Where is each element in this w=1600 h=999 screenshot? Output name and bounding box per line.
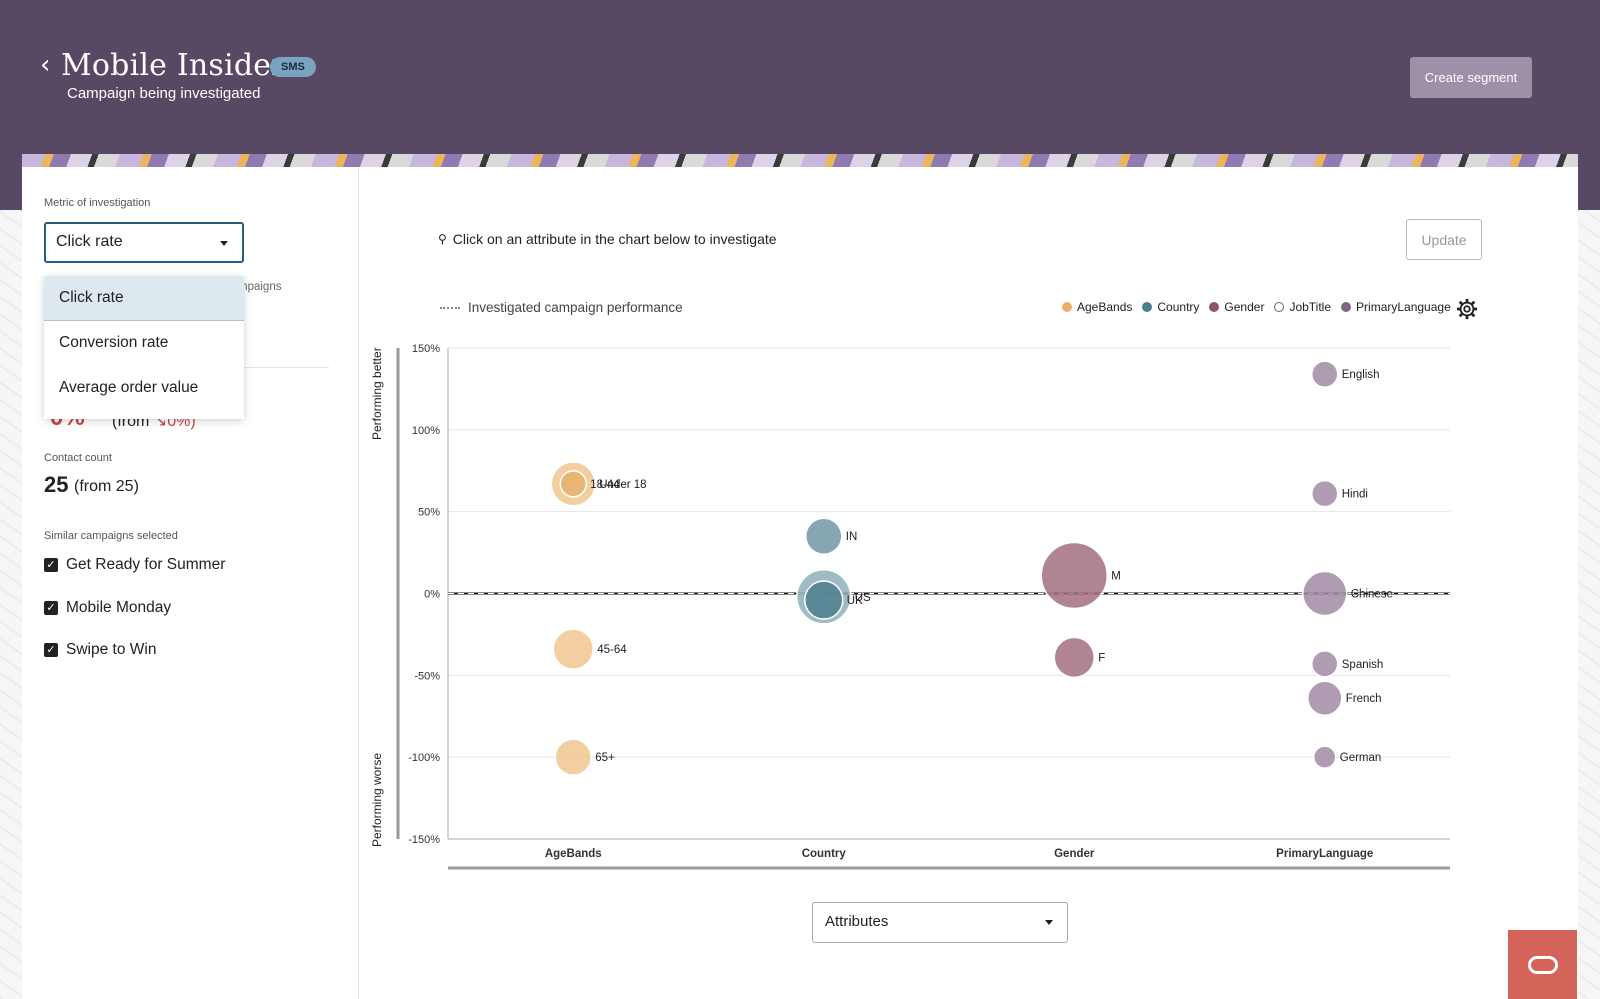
bubble-label: M (1111, 570, 1121, 582)
campaign-name: Swipe to Win (66, 641, 157, 658)
contact-count-value: 25 (44, 472, 69, 497)
y-tick-label: -150% (408, 834, 440, 846)
chart-legend: AgeBands Country Gender JobTitle Primary… (1062, 300, 1451, 314)
y-tick-label: -50% (414, 670, 440, 682)
similar-campaigns-label: Similar campaigns selected (44, 530, 178, 542)
x-tick-label: Country (802, 848, 847, 860)
campaign-checkbox-row[interactable]: ✓ Swipe to Win (44, 641, 156, 659)
bubble-label: French (1346, 693, 1382, 705)
bubble-label: US (855, 592, 871, 604)
legend-swatch (1209, 302, 1220, 312)
bubble-point[interactable] (559, 470, 587, 498)
bubble-point[interactable] (1040, 541, 1108, 610)
legend-label: AgeBands (1077, 300, 1133, 314)
y-tick-label: 0% (424, 589, 440, 601)
bubble-point[interactable] (1311, 650, 1339, 678)
bubble-point[interactable] (1307, 680, 1343, 716)
campaign-checkbox-row[interactable]: ✓ Get Ready for Summer (44, 556, 225, 574)
x-tick-label: PrimaryLanguage (1276, 848, 1373, 860)
contact-count-label: Contact count (44, 452, 112, 464)
bubble-label: Chinese (1351, 589, 1393, 601)
legend-item[interactable]: AgeBands (1062, 300, 1132, 314)
metric-select[interactable]: Click rate (44, 222, 244, 263)
update-button[interactable]: Update (1406, 219, 1482, 260)
bubble-point[interactable] (552, 628, 594, 670)
caret-down-icon (1045, 920, 1053, 925)
metric-dropdown-menu: Click rate Conversion rate Average order… (44, 276, 244, 419)
help-chat-button[interactable] (1508, 930, 1577, 999)
legend-swatch (1274, 302, 1285, 312)
lightbulb-icon: ⚲ (438, 232, 447, 246)
back-chevron-icon[interactable]: ‹ (40, 50, 51, 80)
bubble-point[interactable] (805, 517, 843, 555)
legend-label: Gender (1224, 300, 1265, 314)
legend-item[interactable]: Country (1142, 300, 1199, 314)
bubble-label: Under 18 (599, 479, 646, 491)
bubble-label: 65+ (595, 752, 615, 764)
page-title: Mobile Insider (61, 48, 286, 83)
campaign-name: Get Ready for Summer (66, 556, 226, 573)
attributes-select-value: Attributes (825, 913, 889, 930)
page-subtitle: Campaign being investigated (67, 85, 261, 102)
bubble-point[interactable] (1311, 360, 1339, 388)
gear-icon[interactable] (1456, 298, 1478, 320)
contact-count-from: (from 25) (74, 478, 139, 495)
legend-item[interactable]: PrimaryLanguage (1341, 300, 1451, 314)
campaign-name: Mobile Monday (66, 599, 172, 616)
bubble-point[interactable] (554, 738, 592, 776)
legend-label: Country (1157, 300, 1200, 314)
legend-item[interactable]: JobTitle (1274, 300, 1331, 314)
y-tick-label: -100% (408, 752, 440, 764)
baseline-legend: Investigated campaign performance (440, 300, 683, 315)
create-segment-button[interactable]: Create segment (1410, 57, 1532, 98)
checkbox-checked-icon[interactable]: ✓ (44, 558, 58, 572)
dotted-line-icon (440, 306, 460, 309)
bubble-point[interactable] (1053, 636, 1095, 679)
bubble-point[interactable] (1302, 570, 1348, 617)
bubble-point[interactable] (1311, 479, 1339, 508)
attributes-select[interactable]: Attributes (812, 902, 1068, 943)
legend-swatch (1142, 302, 1153, 312)
obscured-label-fragment: mpaigns (238, 281, 282, 293)
y-tick-label: 100% (412, 425, 440, 437)
bubble-label: IN (846, 531, 858, 543)
investigation-card: Metric of investigation Click rate mpaig… (22, 154, 1578, 999)
dropdown-option-average-order-value[interactable]: Average order value (59, 379, 199, 396)
checkbox-checked-icon[interactable]: ✓ (44, 643, 58, 657)
bubble-point[interactable] (804, 580, 844, 620)
x-tick-label: AgeBands (545, 848, 602, 860)
metric-select-value: Click rate (56, 233, 123, 250)
legend-label: JobTitle (1289, 300, 1332, 314)
checkbox-checked-icon[interactable]: ✓ (44, 601, 58, 615)
chat-ring-icon (1527, 955, 1558, 974)
legend-label: PrimaryLanguage (1356, 300, 1451, 314)
bubble-label: 45-64 (597, 644, 627, 656)
caret-down-icon (220, 241, 228, 246)
bubble-label: F (1098, 652, 1105, 664)
campaign-checkbox-row[interactable]: ✓ Mobile Monday (44, 599, 171, 617)
dropdown-option-click-rate[interactable]: Click rate (44, 276, 244, 321)
legend-swatch (1062, 302, 1072, 312)
bubble-label: English (1342, 369, 1380, 381)
bubble-chart: 150% 100% 50% 0% -50% -100% -150% AgeBands Count… (396, 343, 1450, 870)
channel-badge: SMS (270, 57, 316, 77)
legend-swatch (1341, 302, 1352, 312)
x-tick-label: Gender (1054, 848, 1095, 860)
hint-text: Click on an attribute in the chart below… (452, 231, 777, 247)
chart-hint: ⚲ Click on an attribute in the chart bel… (438, 231, 777, 247)
legend-item[interactable]: Gender (1209, 300, 1264, 314)
bubble-label: German (1340, 752, 1382, 764)
y-tick-label: 150% (412, 343, 440, 355)
bubble-label: 18-44 (590, 479, 620, 491)
metric-label: Metric of investigation (44, 197, 151, 209)
panel-divider (358, 167, 359, 999)
dropdown-option-conversion-rate[interactable]: Conversion rate (59, 334, 169, 351)
bubble-point[interactable] (1313, 745, 1337, 769)
y-tick-label: 50% (418, 507, 440, 519)
bubble-label: Spanish (1342, 659, 1384, 671)
decorative-banner (22, 154, 1578, 167)
baseline-legend-label: Investigated campaign performance (468, 300, 683, 315)
bubble-label: UK (847, 595, 863, 607)
bubble-label: Hindi (1342, 489, 1368, 501)
